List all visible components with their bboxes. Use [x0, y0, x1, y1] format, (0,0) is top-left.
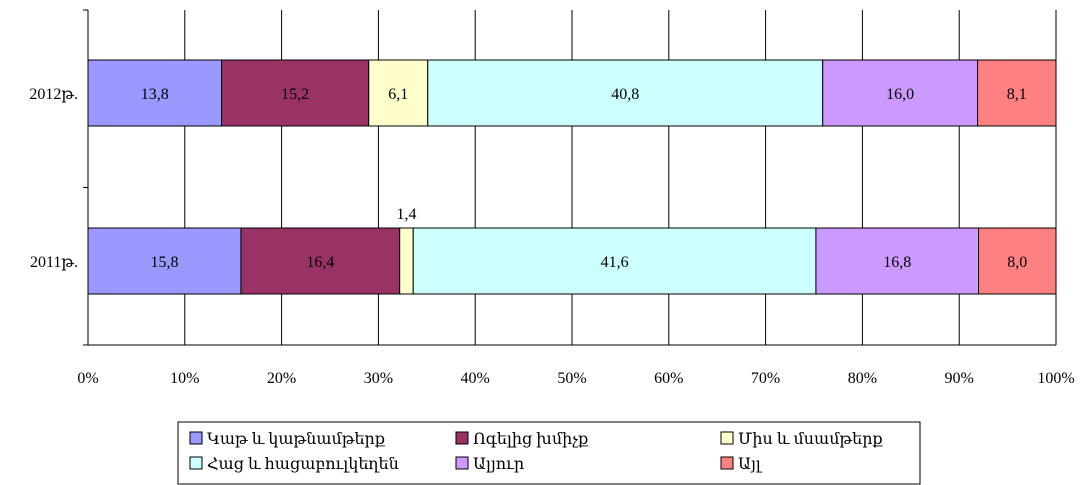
- bars: 13,8 15,2 6,1 40,8 16,0 8,1 15,8 16,4 1,4 41,6 16,…: [87, 59, 1057, 295]
- bar-segment: [412, 227, 817, 295]
- bar-segment: [977, 59, 1057, 127]
- legend-box: [177, 421, 921, 485]
- data-label: 16,0: [886, 86, 914, 103]
- legend-swatch: [720, 456, 734, 470]
- data-label: 1,4: [396, 206, 416, 223]
- axes: 0% 10% 20% 30% 40% 50% 60% 70% 80% 90% 100% 2012թ. 2…: [29, 9, 1075, 387]
- x-tick-label: 50%: [557, 370, 586, 387]
- legend-swatch: [189, 431, 203, 445]
- legend-label: Ալյուր: [473, 456, 524, 473]
- data-label: 13,8: [141, 86, 169, 103]
- bar-segment: [221, 59, 370, 127]
- x-tick-label: 30%: [364, 370, 393, 387]
- data-label: 6,1: [388, 86, 408, 103]
- legend-label: Միս և մսամթերք: [738, 431, 884, 448]
- x-tick-label: 40%: [461, 370, 490, 387]
- category-label: 2011թ.: [30, 254, 78, 271]
- x-tick-label: 90%: [945, 370, 974, 387]
- data-label: 16,4: [306, 254, 334, 271]
- bar-segment: [368, 59, 429, 127]
- bar-segment: [815, 227, 980, 295]
- data-label: 41,6: [601, 254, 629, 271]
- legend-label: Հաց և հացաբուլկեղեն: [207, 456, 399, 473]
- data-label: 15,8: [150, 254, 178, 271]
- x-tick-label: 80%: [848, 370, 877, 387]
- bar-segment: [427, 59, 824, 127]
- legend: Կաթ և կաթնամթերք Ոգելից խմիչք Միս և մսամթե…: [177, 421, 921, 485]
- x-tick-label: 100%: [1037, 370, 1074, 387]
- x-tick-label: 20%: [267, 370, 296, 387]
- data-label: 8,1: [1007, 86, 1027, 103]
- bar-segment: [978, 227, 1057, 295]
- legend-label: Կաթ և կաթնամթերք: [207, 431, 386, 448]
- x-tick-label: 70%: [751, 370, 780, 387]
- bar-segment: [399, 227, 414, 295]
- legend-swatch: [455, 456, 469, 470]
- data-label: 15,2: [281, 86, 309, 103]
- bar-segment: [822, 59, 979, 127]
- legend-swatch: [720, 431, 734, 445]
- data-label: 8,0: [1007, 254, 1027, 271]
- legend-swatch: [189, 456, 203, 470]
- data-label: 40,8: [611, 86, 639, 103]
- data-label: 16,8: [883, 254, 911, 271]
- legend-label: Այլ: [738, 456, 763, 473]
- bar-segment: [240, 227, 401, 295]
- category-label: 2012թ.: [29, 86, 78, 103]
- x-tick-label: 0%: [77, 370, 98, 387]
- x-tick-label: 10%: [170, 370, 199, 387]
- x-tick-label: 60%: [654, 370, 683, 387]
- legend-label: Ոգելից խմիչք: [473, 431, 589, 448]
- legend-swatch: [455, 431, 469, 445]
